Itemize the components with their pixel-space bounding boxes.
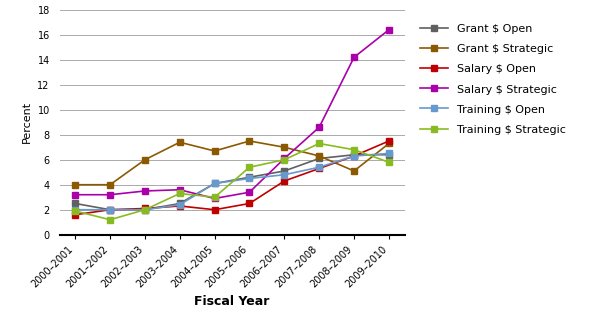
Training $ Open (281, 173, 288, 177)
Training $ Open (315, 165, 322, 169)
Salary $ Open (281, 179, 288, 183)
Training $ Strategic (350, 148, 358, 152)
Training $ Strategic (142, 208, 149, 212)
Training $ Open (71, 208, 79, 212)
Line: Salary $ Strategic: Salary $ Strategic (73, 27, 392, 201)
Salary $ Strategic (246, 190, 253, 194)
Training $ Open (386, 152, 393, 156)
Training $ Open (246, 177, 253, 181)
Grant $ Open (246, 175, 253, 179)
Salary $ Open (350, 154, 358, 158)
Training $ Strategic (176, 191, 183, 195)
Salary $ Open (142, 207, 149, 211)
Grant $ Open (71, 201, 79, 205)
Y-axis label: Percent: Percent (22, 101, 32, 143)
Training $ Strategic (71, 209, 79, 213)
Salary $ Strategic (315, 125, 322, 129)
Training $ Open (176, 203, 183, 207)
Salary $ Strategic (211, 197, 218, 200)
Training $ Open (350, 154, 358, 158)
Salary $ Strategic (142, 189, 149, 193)
Legend: Grant $ Open, Grant $ Strategic, Salary $ Open, Salary $ Strategic, Training $ O: Grant $ Open, Grant $ Strategic, Salary … (417, 20, 569, 139)
Salary $ Strategic (107, 193, 114, 197)
Grant $ Strategic (386, 141, 393, 145)
Grant $ Strategic (211, 149, 218, 153)
Training $ Strategic (386, 160, 393, 164)
Salary $ Strategic (71, 193, 79, 197)
Training $ Strategic (246, 165, 253, 169)
Grant $ Strategic (176, 140, 183, 144)
Grant $ Open (142, 208, 149, 212)
Training $ Strategic (211, 195, 218, 199)
Grant $ Open (386, 153, 393, 157)
Salary $ Strategic (350, 55, 358, 59)
Line: Salary $ Open: Salary $ Open (73, 138, 392, 217)
X-axis label: Fiscal Year: Fiscal Year (195, 295, 270, 308)
Grant $ Open (315, 156, 322, 160)
Salary $ Strategic (386, 28, 393, 32)
Grant $ Open (211, 182, 218, 185)
Grant $ Strategic (142, 158, 149, 162)
Salary $ Open (246, 201, 253, 205)
Training $ Open (107, 208, 114, 212)
Salary $ Open (71, 213, 79, 217)
Salary $ Open (315, 167, 322, 170)
Salary $ Open (176, 204, 183, 208)
Salary $ Strategic (176, 188, 183, 192)
Training $ Open (142, 208, 149, 212)
Grant $ Strategic (315, 154, 322, 158)
Line: Training $ Strategic: Training $ Strategic (73, 141, 392, 223)
Grant $ Strategic (281, 145, 288, 149)
Training $ Open (211, 182, 218, 185)
Grant $ Open (176, 201, 183, 205)
Training $ Strategic (281, 158, 288, 162)
Training $ Strategic (315, 141, 322, 145)
Line: Grant $ Open: Grant $ Open (73, 152, 392, 213)
Grant $ Strategic (71, 183, 79, 187)
Salary $ Strategic (281, 156, 288, 160)
Grant $ Strategic (107, 183, 114, 187)
Salary $ Open (386, 139, 393, 143)
Salary $ Open (211, 208, 218, 212)
Grant $ Strategic (246, 139, 253, 143)
Salary $ Open (107, 208, 114, 212)
Grant $ Strategic (350, 169, 358, 173)
Grant $ Open (107, 208, 114, 212)
Grant $ Open (281, 169, 288, 173)
Training $ Strategic (107, 218, 114, 222)
Line: Training $ Open: Training $ Open (73, 151, 392, 213)
Grant $ Open (350, 153, 358, 157)
Line: Grant $ Strategic: Grant $ Strategic (73, 138, 392, 187)
